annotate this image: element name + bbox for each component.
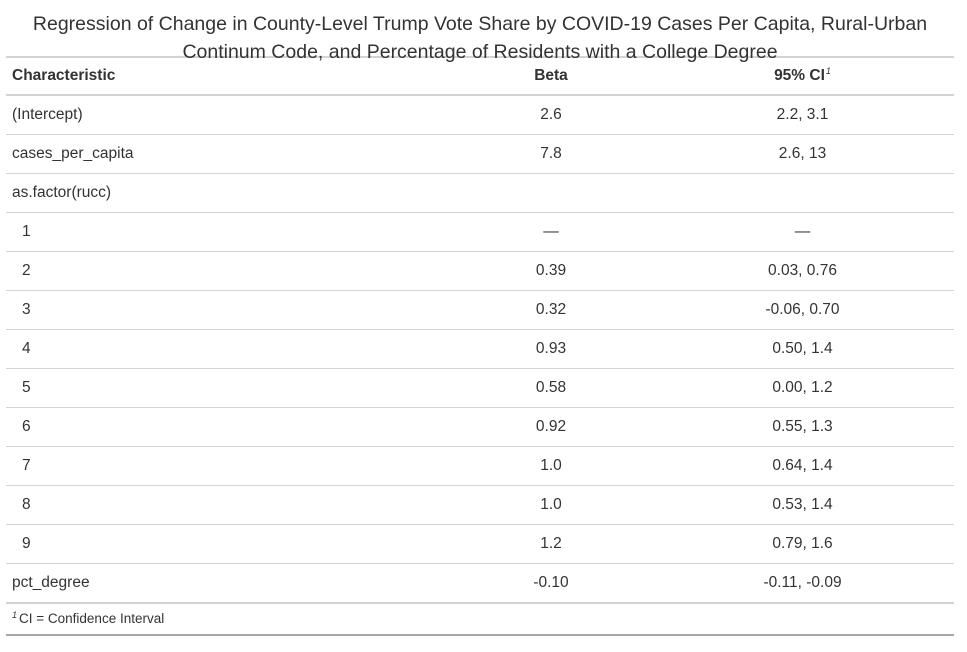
footnote-marker: 1 — [825, 65, 831, 76]
cell-characteristic: 5 — [6, 368, 451, 408]
cell-beta: 0.39 — [451, 251, 651, 291]
cell-ci: -0.06, 0.70 — [651, 290, 954, 330]
cell-beta: — — [451, 212, 651, 252]
column-header-characteristic: Characteristic — [6, 58, 451, 96]
table-row: pct_degree -0.10 -0.11, -0.09 — [6, 563, 954, 604]
cell-ci: 0.50, 1.4 — [651, 329, 954, 369]
cell-beta: 0.92 — [451, 407, 651, 447]
cell-beta: 1.0 — [451, 446, 651, 486]
cell-beta: 2.6 — [451, 95, 651, 135]
table-row: 4 0.93 0.50, 1.4 — [6, 329, 954, 369]
cell-beta: 0.58 — [451, 368, 651, 408]
cell-beta: 1.2 — [451, 524, 651, 564]
cell-characteristic: cases_per_capita — [6, 134, 451, 174]
header-row: Characteristic Beta 95% CI1 — [6, 58, 954, 96]
cell-characteristic: 6 — [6, 407, 451, 447]
cell-ci: 0.55, 1.3 — [651, 407, 954, 447]
cell-beta — [451, 173, 651, 213]
table-row: 7 1.0 0.64, 1.4 — [6, 446, 954, 486]
table-row: 1— — — [6, 212, 954, 252]
cell-characteristic: 4 — [6, 329, 451, 369]
table-row: 8 1.0 0.53, 1.4 — [6, 485, 954, 525]
table-body: (Intercept) 2.6 2.2, 3.1 cases_per_capita 7.… — [6, 95, 954, 604]
cell-ci: 0.79, 1.6 — [651, 524, 954, 564]
table-row: as.factor(rucc) — [6, 173, 954, 213]
cell-ci: — — [651, 212, 954, 252]
cell-beta: 0.32 — [451, 290, 651, 330]
cell-ci: 0.53, 1.4 — [651, 485, 954, 525]
cell-ci: 2.2, 3.1 — [651, 95, 954, 135]
cell-ci: 2.6, 13 — [651, 134, 954, 174]
cell-characteristic: 8 — [6, 485, 451, 525]
cell-beta: 1.0 — [451, 485, 651, 525]
table-footnote: 1 CI = Confidence Interval — [6, 604, 954, 636]
column-header-beta: Beta — [451, 58, 651, 96]
cell-ci — [651, 173, 954, 213]
table-row: 3 0.32 -0.06, 0.70 — [6, 290, 954, 330]
cell-characteristic: as.factor(rucc) — [6, 173, 451, 213]
cell-ci: 0.03, 0.76 — [651, 251, 954, 291]
table-row: 9 1.2 0.79, 1.6 — [6, 524, 954, 564]
table-row: 2 0.39 0.03, 0.76 — [6, 251, 954, 291]
regression-table-container: Regression of Change in County-Level Tru… — [6, 0, 954, 636]
cell-characteristic: pct_degree — [6, 563, 451, 604]
footnote-text: CI = Confidence Interval — [19, 611, 165, 626]
table-title: Regression of Change in County-Level Tru… — [6, 0, 954, 63]
cell-characteristic: 3 — [6, 290, 451, 330]
table-row: 6 0.92 0.55, 1.3 — [6, 407, 954, 447]
cell-characteristic: (Intercept) — [6, 95, 451, 135]
table-row: (Intercept) 2.6 2.2, 3.1 — [6, 95, 954, 135]
cell-ci: 0.00, 1.2 — [651, 368, 954, 408]
cell-characteristic: 1 — [6, 212, 451, 252]
cell-characteristic: 9 — [6, 524, 451, 564]
cell-beta: 7.8 — [451, 134, 651, 174]
cell-beta: 0.93 — [451, 329, 651, 369]
table-row: cases_per_capita 7.8 2.6, 13 — [6, 134, 954, 174]
cell-ci: -0.11, -0.09 — [651, 563, 954, 604]
cell-characteristic: 7 — [6, 446, 451, 486]
table-row: 5 0.58 0.00, 1.2 — [6, 368, 954, 408]
cell-beta: -0.10 — [451, 563, 651, 604]
footnote-marker: 1 — [12, 609, 18, 620]
cell-ci: 0.64, 1.4 — [651, 446, 954, 486]
column-header-ci: 95% CI1 — [651, 58, 954, 96]
regression-table: Characteristic Beta 95% CI1 (Intercept) 2… — [6, 58, 954, 604]
cell-characteristic: 2 — [6, 251, 451, 291]
column-header-ci-label: 95% CI — [774, 67, 825, 84]
